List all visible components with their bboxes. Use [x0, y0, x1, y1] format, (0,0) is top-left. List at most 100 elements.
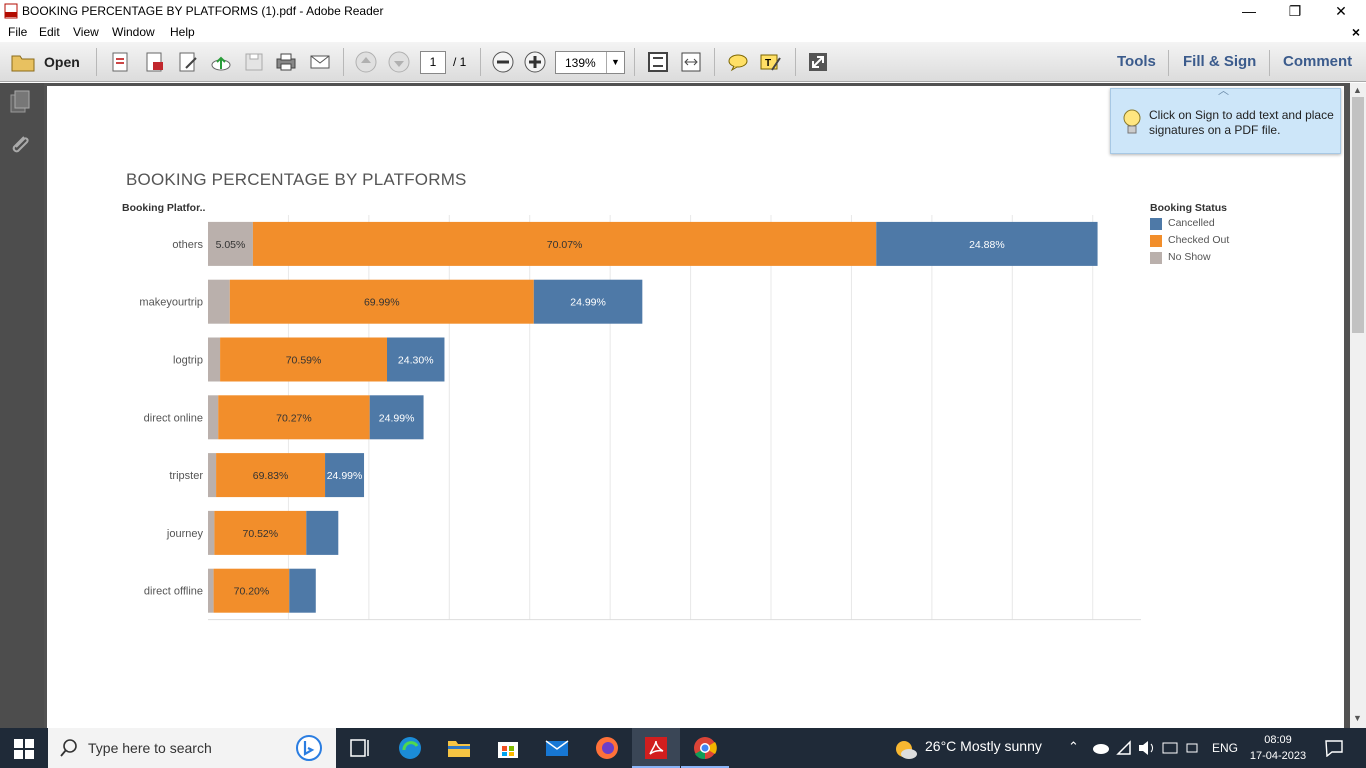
edit-pdf-icon[interactable]	[176, 50, 200, 74]
close-window-button[interactable]: ✕	[1335, 3, 1347, 19]
mail-icon[interactable]	[545, 736, 569, 760]
legend-item-checked-out: Checked Out	[1150, 233, 1229, 250]
data-label: 5.05%	[216, 239, 246, 251]
attachments-icon[interactable]	[8, 133, 32, 157]
toolbar-separator	[634, 48, 635, 76]
sticky-note-icon[interactable]	[726, 50, 750, 74]
toolbar-separator	[1269, 50, 1270, 76]
data-label: 24.99%	[327, 470, 363, 482]
data-label: 70.20%	[234, 586, 270, 598]
pdf-file-icon	[4, 3, 18, 19]
legend-label: Cancelled	[1168, 217, 1215, 229]
notification-icon[interactable]	[1325, 739, 1343, 757]
bar-segment-cancelled	[369, 395, 424, 440]
chevron-up-icon[interactable]: ⌃	[1068, 739, 1079, 754]
taskbar-search-box[interactable]: Type here to search	[48, 728, 336, 768]
task-view-icon[interactable]	[349, 736, 373, 760]
battery-icon[interactable]	[1162, 740, 1180, 756]
legend-item-cancelled: Cancelled	[1150, 216, 1229, 233]
scroll-up-arrow-icon[interactable]: ▲	[1353, 85, 1362, 95]
menu-window[interactable]: Window	[112, 25, 155, 39]
clock[interactable]: 08:09 17-04-2023	[1248, 732, 1308, 764]
previous-page-icon[interactable]	[354, 50, 378, 74]
windows-start-icon[interactable]	[14, 739, 34, 759]
chevron-down-icon[interactable]: ▼	[606, 52, 624, 73]
close-document-icon[interactable]: ×	[1351, 24, 1360, 40]
legend-label: Checked Out	[1168, 234, 1230, 246]
fill-sign-pane-button[interactable]: Fill & Sign	[1183, 53, 1257, 70]
menu-file[interactable]: File	[8, 25, 28, 39]
print-icon[interactable]	[274, 50, 298, 74]
cloud-icon[interactable]	[1092, 740, 1110, 756]
firefox-icon[interactable]	[595, 736, 619, 760]
weather-text[interactable]: 26°C Mostly sunny	[925, 738, 1042, 754]
email-icon[interactable]	[308, 50, 332, 74]
upload-cloud-icon[interactable]	[209, 50, 233, 74]
data-label: 69.99%	[364, 297, 400, 309]
highlight-text-icon[interactable]: T	[758, 50, 782, 74]
menu-view[interactable]: View	[73, 25, 99, 39]
bar-segment-no-show	[208, 337, 221, 382]
legend-swatch	[1150, 252, 1162, 264]
page-thumbnails-icon[interactable]	[8, 90, 32, 114]
data-label: 70.27%	[276, 412, 312, 424]
data-label: 70.52%	[243, 528, 279, 540]
data-label: 69.83%	[253, 470, 289, 482]
create-pdf-icon[interactable]	[108, 50, 132, 74]
fit-width-icon[interactable]	[679, 50, 703, 74]
chart-title: BOOKING PERCENTAGE BY PLATFORMS	[126, 170, 467, 189]
data-label: 24.30%	[398, 355, 434, 367]
legend-title: Booking Status	[1150, 202, 1228, 214]
folder-icon	[11, 55, 35, 72]
file-explorer-icon[interactable]	[447, 736, 471, 760]
menu-edit[interactable]: Edit	[39, 25, 60, 39]
navigation-pane	[0, 83, 44, 728]
restore-button[interactable]: ❐	[1288, 3, 1302, 19]
y-axis-header: Booking Platfor..	[122, 202, 206, 214]
full-screen-icon[interactable]	[806, 50, 830, 74]
bar-segment-checked-out	[213, 568, 290, 613]
minimize-button[interactable]: —	[1242, 3, 1256, 19]
save-icon[interactable]	[242, 50, 266, 74]
sign-tip-popup[interactable]: ︿ Click on Sign to add text and place si…	[1110, 85, 1341, 154]
next-page-icon[interactable]	[387, 50, 411, 74]
language-indicator[interactable]: ENG	[1212, 741, 1239, 755]
network-icon[interactable]	[1186, 740, 1204, 756]
tools-pane-button[interactable]: Tools	[1117, 53, 1156, 70]
fit-page-icon[interactable]	[646, 50, 670, 74]
category-label: direct online	[144, 412, 203, 424]
speaker-icon[interactable]	[1138, 740, 1156, 756]
page-number-input[interactable]: 1	[420, 51, 446, 74]
adobe-reader-taskbar-icon[interactable]	[644, 736, 668, 760]
edge-browser-icon[interactable]	[398, 736, 422, 760]
data-label: 70.07%	[547, 239, 583, 251]
zoom-select[interactable]: 139% ▼	[555, 51, 625, 74]
export-pdf-icon[interactable]	[142, 50, 166, 74]
legend-swatch	[1150, 235, 1162, 247]
bar-segment-no-show	[208, 510, 215, 555]
bar-segment-checked-out	[214, 510, 307, 555]
bar-segment-no-show	[208, 221, 253, 266]
zoom-in-icon[interactable]	[523, 50, 547, 74]
chrome-icon[interactable]	[693, 736, 717, 760]
category-label: others	[172, 239, 203, 251]
bar-segment-cancelled	[387, 337, 445, 382]
menu-help[interactable]: Help	[170, 25, 195, 39]
legend-label: No Show	[1168, 251, 1211, 263]
bar-segment-checked-out	[229, 279, 534, 324]
scrollbar-thumb[interactable]	[1352, 97, 1364, 333]
scroll-down-arrow-icon[interactable]: ▼	[1353, 713, 1362, 723]
data-label: 24.99%	[379, 412, 415, 424]
zoom-out-icon[interactable]	[491, 50, 515, 74]
chevron-up-icon[interactable]: ︿	[1218, 85, 1229, 97]
bing-icon[interactable]	[295, 734, 323, 762]
toolbar-separator	[480, 48, 481, 76]
vertical-scrollbar[interactable]: ▲ ▼	[1350, 83, 1366, 728]
lightbulb-icon	[1123, 109, 1141, 134]
data-label: 24.88%	[969, 239, 1005, 251]
microsoft-store-icon[interactable]	[496, 736, 520, 760]
wifi-icon[interactable]	[1116, 740, 1134, 756]
comment-pane-button[interactable]: Comment	[1283, 53, 1353, 70]
category-label: makeyourtrip	[139, 297, 203, 309]
